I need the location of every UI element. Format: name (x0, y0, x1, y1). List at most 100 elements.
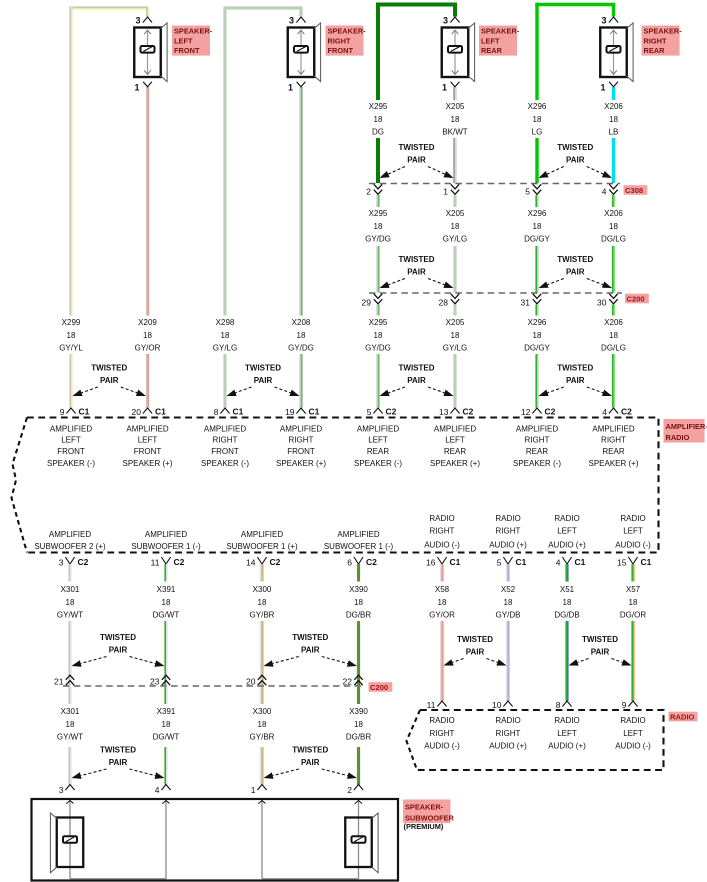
svg-text:LB: LB (609, 128, 619, 137)
svg-text:23: 23 (150, 677, 160, 687)
svg-text:DG/LG: DG/LG (601, 235, 626, 244)
svg-text:4: 4 (602, 407, 607, 417)
svg-text:RADIO: RADIO (666, 433, 690, 442)
svg-text:AMPLIFIED: AMPLIFIED (337, 530, 379, 539)
svg-text:18: 18 (563, 598, 572, 607)
svg-text:X58: X58 (435, 585, 450, 594)
svg-text:GY/BR: GY/BR (250, 733, 275, 742)
svg-text:TWISTED: TWISTED (292, 633, 328, 642)
svg-text:TWISTED: TWISTED (100, 633, 136, 642)
svg-text:RADIO: RADIO (495, 716, 520, 725)
svg-text:X208: X208 (292, 318, 311, 327)
svg-text:SPEAKER (+): SPEAKER (+) (122, 459, 172, 468)
svg-text:18: 18 (258, 598, 267, 607)
svg-text:GY/OR: GY/OR (429, 611, 455, 620)
svg-text:PAIR: PAIR (407, 156, 426, 165)
svg-text:1: 1 (288, 83, 293, 93)
svg-text:AMPLIFIED: AMPLIFIED (434, 425, 476, 434)
svg-text:C1: C1 (233, 407, 244, 417)
svg-text:AMPLIFIED: AMPLIFIED (280, 425, 322, 434)
svg-text:REAR: REAR (602, 447, 624, 456)
svg-text:SPEAKER-: SPEAKER- (481, 27, 520, 36)
svg-text:2: 2 (347, 785, 352, 795)
svg-text:SPEAKER (-): SPEAKER (-) (354, 459, 402, 468)
svg-text:RIGHT: RIGHT (289, 436, 314, 445)
svg-text:RIGHT: RIGHT (430, 729, 455, 738)
svg-text:X390: X390 (349, 585, 368, 594)
svg-text:C200: C200 (370, 683, 388, 692)
svg-text:C1: C1 (516, 557, 527, 567)
svg-text:PAIR: PAIR (109, 646, 128, 655)
svg-text:12: 12 (521, 407, 531, 417)
svg-text:18: 18 (374, 115, 383, 124)
svg-text:C1: C1 (575, 557, 586, 567)
svg-text:RIGHT: RIGHT (496, 527, 521, 536)
svg-text:16: 16 (426, 558, 436, 568)
svg-text:18: 18 (629, 598, 638, 607)
svg-text:SUBWOOFER 1 (+): SUBWOOFER 1 (+) (226, 542, 298, 551)
svg-text:PAIR: PAIR (254, 376, 273, 385)
svg-text:SPEAKER-: SPEAKER- (644, 27, 683, 36)
svg-text:C1: C1 (450, 557, 461, 567)
svg-text:REAR: REAR (481, 46, 503, 55)
svg-text:X205: X205 (446, 102, 465, 111)
svg-text:FRONT: FRONT (211, 447, 239, 456)
svg-text:8: 8 (214, 407, 219, 417)
svg-text:19: 19 (285, 407, 295, 417)
svg-text:29: 29 (362, 298, 372, 308)
svg-text:X206: X206 (604, 318, 623, 327)
svg-text:SPEAKER-: SPEAKER- (328, 27, 367, 36)
svg-text:3: 3 (443, 16, 448, 26)
svg-text:18: 18 (451, 331, 460, 340)
svg-text:31: 31 (521, 298, 531, 308)
svg-text:AMPLIFIED: AMPLIFIED (49, 530, 91, 539)
svg-text:18: 18 (162, 720, 171, 729)
svg-text:PAIR: PAIR (301, 758, 320, 767)
svg-text:22: 22 (343, 677, 353, 687)
svg-text:3: 3 (601, 16, 606, 26)
svg-text:C1: C1 (79, 407, 90, 417)
svg-text:SPEAKER (-): SPEAKER (-) (201, 459, 249, 468)
svg-text:GY/LG: GY/LG (213, 344, 237, 353)
svg-text:GY/OR: GY/OR (135, 344, 161, 353)
svg-text:X296: X296 (528, 209, 547, 218)
svg-text:C1: C1 (641, 557, 652, 567)
svg-text:X51: X51 (560, 585, 575, 594)
svg-text:GY/DG: GY/DG (365, 235, 391, 244)
svg-text:C2: C2 (386, 407, 397, 417)
svg-text:18: 18 (533, 222, 542, 231)
svg-text:2: 2 (366, 187, 371, 197)
svg-text:SPEAKER-: SPEAKER- (174, 27, 213, 36)
svg-text:C2: C2 (621, 407, 632, 417)
svg-text:15: 15 (617, 558, 627, 568)
svg-text:GY/WT: GY/WT (57, 611, 83, 620)
svg-text:AUDIO (-): AUDIO (-) (615, 541, 651, 550)
svg-text:FRONT: FRONT (134, 447, 162, 456)
svg-text:SUBWOOFER: SUBWOOFER (405, 814, 455, 823)
svg-text:RADIO: RADIO (670, 713, 695, 722)
svg-text:C1: C1 (309, 407, 320, 417)
svg-text:AUDIO (+): AUDIO (+) (489, 541, 527, 550)
svg-text:LG: LG (532, 128, 543, 137)
svg-text:X296: X296 (528, 102, 547, 111)
svg-text:PAIR: PAIR (566, 376, 585, 385)
svg-text:21: 21 (54, 677, 64, 687)
svg-text:REAR: REAR (444, 447, 466, 456)
svg-text:LEFT: LEFT (445, 436, 465, 445)
svg-text:18: 18 (533, 115, 542, 124)
svg-text:18: 18 (66, 598, 75, 607)
svg-text:9: 9 (622, 700, 627, 710)
svg-text:TWISTED: TWISTED (292, 746, 328, 755)
svg-text:SPEAKER (+): SPEAKER (+) (588, 459, 638, 468)
svg-text:1: 1 (134, 83, 139, 93)
svg-text:3: 3 (289, 16, 294, 26)
svg-text:X299: X299 (62, 318, 81, 327)
svg-text:11: 11 (427, 700, 436, 710)
svg-text:14: 14 (246, 558, 256, 568)
svg-text:TWISTED: TWISTED (582, 635, 618, 644)
svg-text:DG/WT: DG/WT (153, 611, 180, 620)
svg-text:18: 18 (609, 222, 618, 231)
svg-text:GY/BR: GY/BR (250, 611, 275, 620)
svg-text:X298: X298 (216, 318, 235, 327)
svg-text:18: 18 (143, 331, 152, 340)
